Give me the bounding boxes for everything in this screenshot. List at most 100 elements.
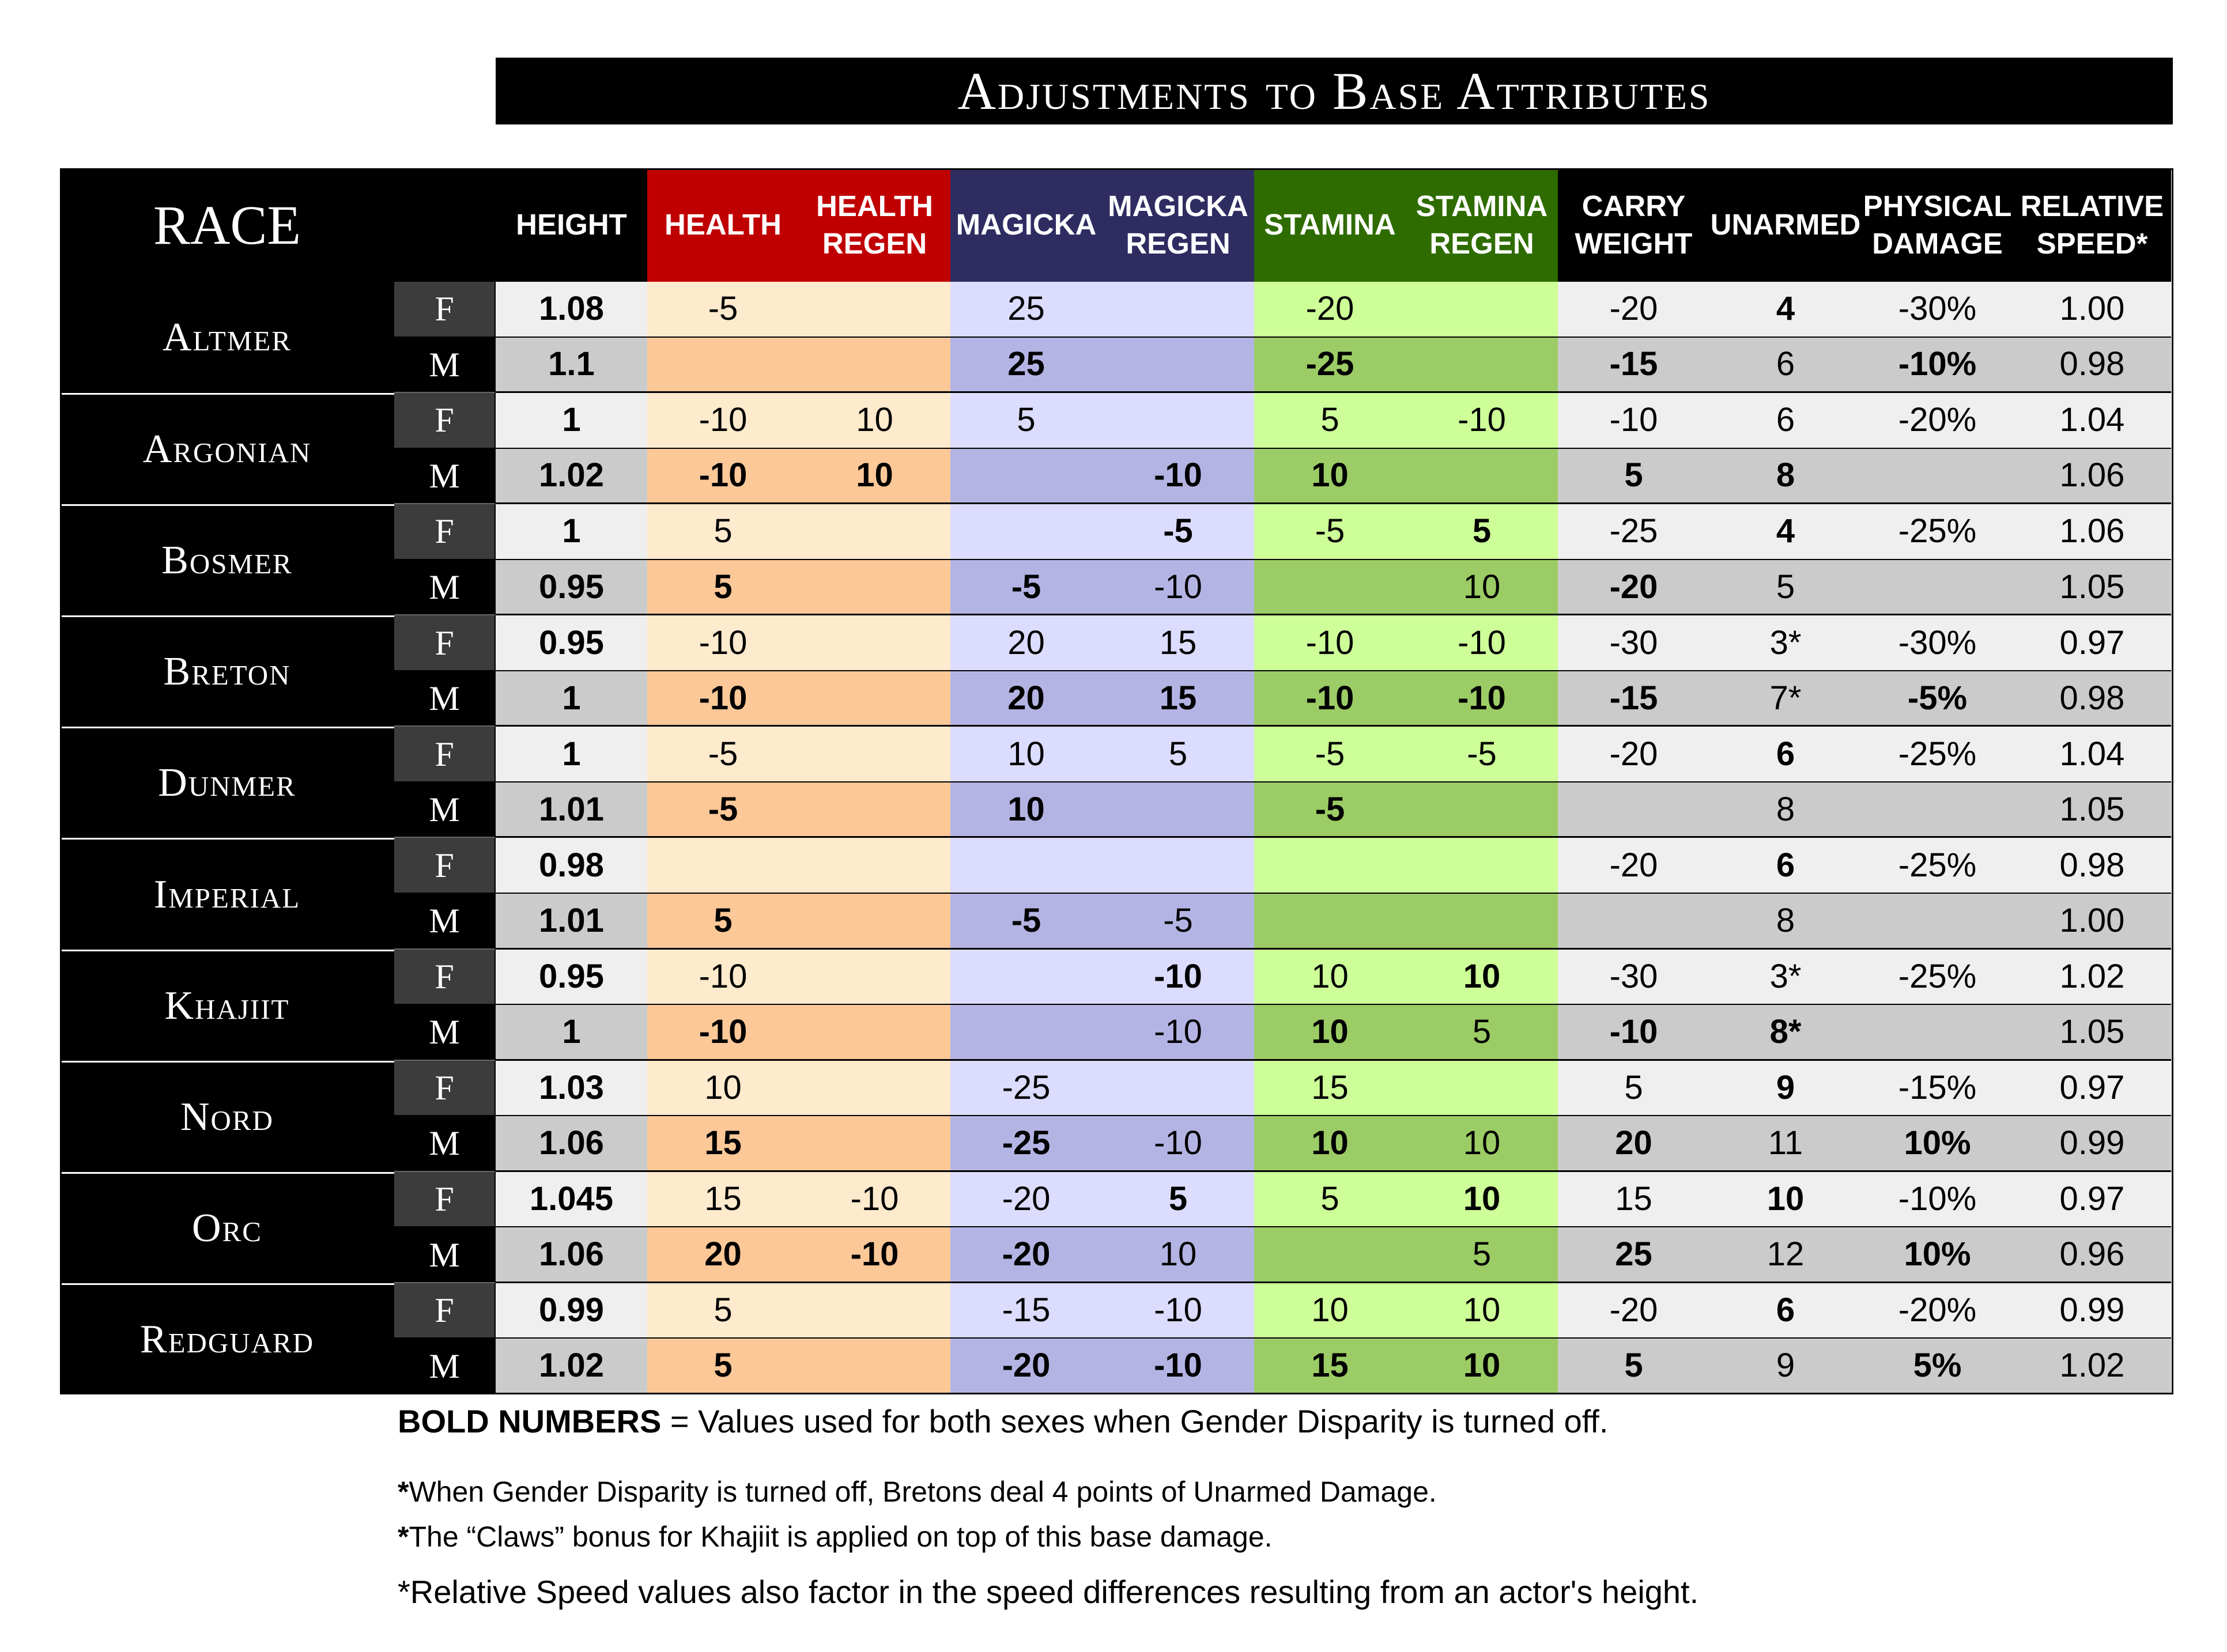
sex-label-f: F <box>394 282 496 338</box>
carry-weight-cell: -25 <box>1558 504 1709 560</box>
health-regen-cell <box>799 1339 950 1394</box>
physical-damage-cell <box>1862 1005 2013 1061</box>
health-regen-cell <box>799 1005 950 1061</box>
race-name-nord: Nord <box>60 1060 394 1172</box>
unarmed-cell: 8 <box>1709 894 1862 950</box>
physical-damage-cell: -30% <box>1862 615 2013 671</box>
magicka-regen-cell: -5 <box>1102 894 1254 950</box>
stamina-regen-cell: -10 <box>1406 615 1558 671</box>
magicka-cell: 10 <box>950 727 1102 782</box>
race-name-altmer: Altmer <box>60 282 394 394</box>
magicka-regen-header: MAGICKA REGEN <box>1102 168 1254 282</box>
magicka-cell: -25 <box>950 1116 1102 1172</box>
health-cell: -10 <box>647 671 799 727</box>
breton-note-text: When Gender Disparity is turned off, Bre… <box>409 1476 1437 1508</box>
stamina-cell: 10 <box>1254 1283 1406 1339</box>
height-cell: 1 <box>496 671 647 727</box>
relative-speed-cell: 1.04 <box>2013 727 2171 782</box>
physical-damage-cell: -25% <box>1862 727 2013 782</box>
health-regen-cell <box>799 282 950 338</box>
magicka-cell: 10 <box>950 782 1102 838</box>
unarmed-cell: 8 <box>1709 448 1862 505</box>
physical-damage-cell: -25% <box>1862 504 2013 560</box>
bold-numbers-label: BOLD NUMBERS <box>398 1403 662 1439</box>
health-regen-cell <box>799 782 950 838</box>
physical-damage-cell <box>1862 782 2013 838</box>
magicka-cell: -20 <box>950 1227 1102 1283</box>
carry-weight-cell <box>1558 782 1709 838</box>
relative-speed-cell: 0.99 <box>2013 1283 2171 1339</box>
carry-weight-cell: -20 <box>1558 727 1709 782</box>
health-cell: -5 <box>647 782 799 838</box>
magicka-cell: 25 <box>950 282 1102 338</box>
sex-label-m: M <box>394 1339 496 1394</box>
physical-damage-cell: -5% <box>1862 671 2013 727</box>
magicka-regen-cell <box>1102 1060 1254 1117</box>
race-name-dunmer: Dunmer <box>60 727 394 838</box>
sex-label-f: F <box>394 1283 496 1339</box>
magicka-cell <box>950 448 1102 505</box>
health-cell: -10 <box>647 448 799 505</box>
magicka-regen-cell: 5 <box>1102 1171 1254 1228</box>
health-cell: -10 <box>647 393 799 449</box>
stamina-cell: -10 <box>1254 615 1406 671</box>
health-cell: 5 <box>647 504 799 560</box>
stamina-regen-cell: -10 <box>1406 671 1558 727</box>
sex-label-f: F <box>394 504 496 560</box>
magicka-regen-cell: -10 <box>1102 949 1254 1005</box>
relative-speed-cell: 0.96 <box>2013 1227 2171 1283</box>
stamina-cell: -20 <box>1254 282 1406 338</box>
relative-speed-cell: 1.05 <box>2013 782 2171 838</box>
stamina-cell: 10 <box>1254 949 1406 1005</box>
race-name-argonian: Argonian <box>60 393 394 505</box>
health-cell: 5 <box>647 560 799 616</box>
physical-damage-cell <box>1862 448 2013 505</box>
health-cell: 10 <box>647 1060 799 1117</box>
carry-weight-cell: -20 <box>1558 282 1709 338</box>
health-cell: -5 <box>647 282 799 338</box>
relative-speed-cell: 1.02 <box>2013 1339 2171 1394</box>
stamina-regen-cell: 10 <box>1406 560 1558 616</box>
relative-speed-note: *Relative Speed values also factor in th… <box>398 1574 1699 1610</box>
health-cell: 15 <box>647 1171 799 1228</box>
stamina-regen-cell <box>1406 337 1558 394</box>
magicka-regen-cell: -10 <box>1102 1339 1254 1394</box>
height-cell: 1.06 <box>496 1116 647 1172</box>
health-regen-cell <box>799 727 950 782</box>
carry-weight-cell: 5 <box>1558 1339 1709 1394</box>
health-cell: 20 <box>647 1227 799 1283</box>
sex-label-m: M <box>394 1116 496 1172</box>
physical-damage-cell: -20% <box>1862 1283 2013 1339</box>
unarmed-cell: 7* <box>1709 671 1862 727</box>
height-cell: 1.06 <box>496 1227 647 1283</box>
unarmed-cell: 8 <box>1709 782 1862 838</box>
physical-damage-cell: -25% <box>1862 838 2013 894</box>
sex-label-f: F <box>394 949 496 1005</box>
unarmed-cell: 4 <box>1709 282 1862 338</box>
sex-label-m: M <box>394 1005 496 1061</box>
relative-speed-cell: 0.99 <box>2013 1116 2171 1172</box>
unarmed-cell: 6 <box>1709 337 1862 394</box>
carry-weight-cell: 5 <box>1558 448 1709 505</box>
stamina-cell: 15 <box>1254 1060 1406 1117</box>
health-regen-cell <box>799 504 950 560</box>
stamina-cell: 5 <box>1254 393 1406 449</box>
stamina-cell: -10 <box>1254 671 1406 727</box>
health-regen-header: HEALTH REGEN <box>799 168 950 282</box>
health-regen-cell <box>799 838 950 894</box>
magicka-cell: -5 <box>950 894 1102 950</box>
height-cell: 1.08 <box>496 282 647 338</box>
relative-speed-cell: 1.06 <box>2013 504 2171 560</box>
magicka-cell: 5 <box>950 393 1102 449</box>
stamina-cell: -5 <box>1254 504 1406 560</box>
height-cell: 1 <box>496 504 647 560</box>
health-regen-cell: 10 <box>799 448 950 505</box>
carry-weight-cell <box>1558 894 1709 950</box>
height-header: HEIGHT <box>496 168 647 282</box>
magicka-cell: 25 <box>950 337 1102 394</box>
relative-speed-cell: 0.98 <box>2013 337 2171 394</box>
race-header: RACE <box>60 168 394 282</box>
khajiit-note-text: The “Claws” bonus for Khajiit is applied… <box>409 1521 1273 1553</box>
relative-speed-cell: 0.98 <box>2013 671 2171 727</box>
carry-weight-cell: -15 <box>1558 337 1709 394</box>
